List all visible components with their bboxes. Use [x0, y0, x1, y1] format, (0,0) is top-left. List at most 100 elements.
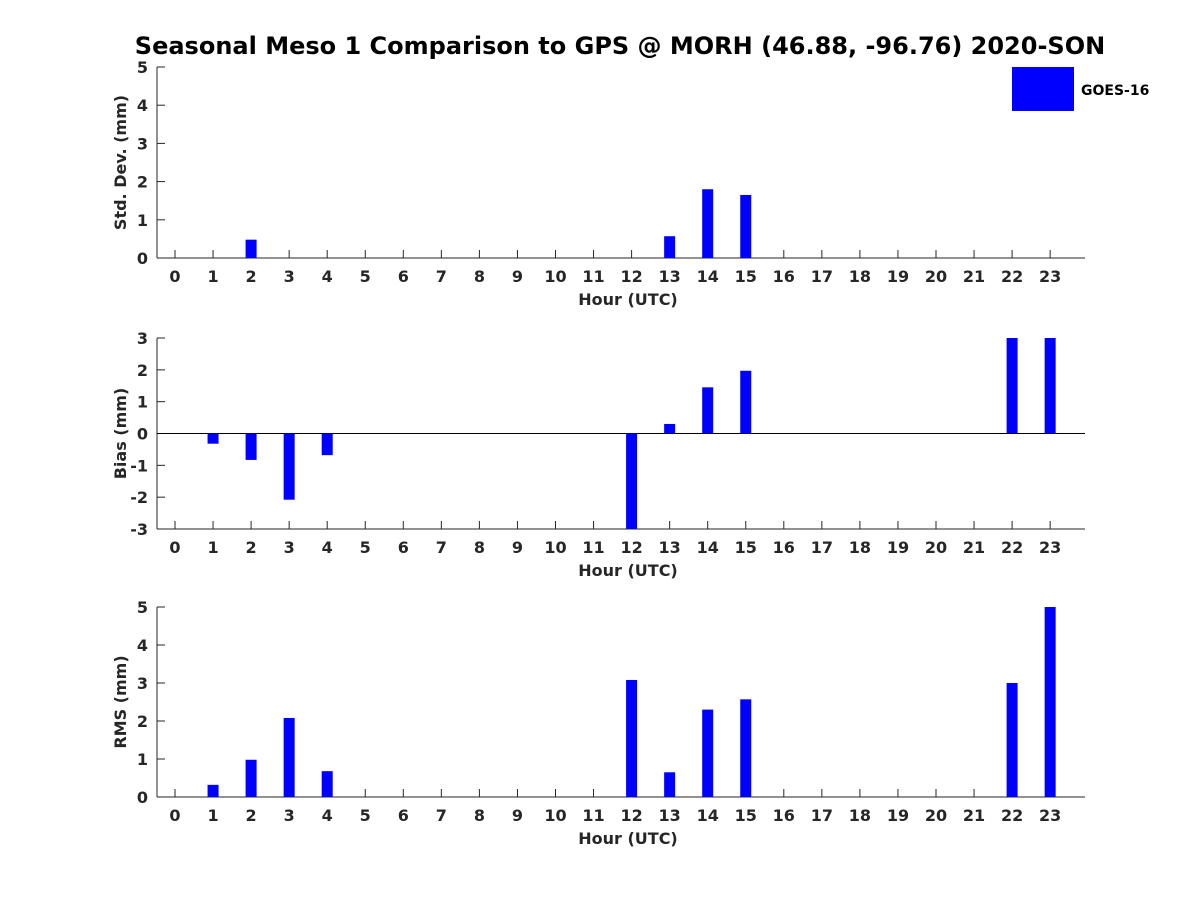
x-tick-label: 7 — [436, 538, 447, 557]
x-tick-label: 1 — [207, 538, 218, 557]
x-tick-label: 16 — [773, 538, 795, 557]
x-tick-label: 12 — [620, 267, 642, 286]
bar-hour-15 — [740, 194, 752, 258]
x-axis-label: Hour (UTC) — [578, 829, 678, 848]
y-tick-label: 1 — [137, 393, 148, 412]
y-tick-label: 0 — [137, 425, 148, 444]
x-tick-label: 22 — [1001, 267, 1023, 286]
x-tick-label: 15 — [735, 267, 757, 286]
x-tick-label: 23 — [1039, 538, 1061, 557]
legend-swatch — [1012, 67, 1074, 111]
y-tick-label: -2 — [130, 488, 148, 507]
y-tick-label: 4 — [137, 96, 148, 115]
x-tick-label: 13 — [659, 806, 681, 825]
y-axis-label: Bias (mm) — [111, 388, 130, 480]
y-tick-label: 1 — [137, 211, 148, 230]
y-axis-label: Std. Dev. (mm) — [111, 95, 130, 230]
x-tick-label: 9 — [512, 267, 523, 286]
y-tick-label: -1 — [130, 456, 148, 475]
bar-hour-14 — [702, 387, 714, 434]
x-tick-label: 12 — [620, 538, 642, 557]
bar-hour-23 — [1044, 607, 1056, 797]
x-tick-label: 6 — [398, 806, 409, 825]
x-tick-label: 0 — [169, 806, 180, 825]
x-tick-label: 4 — [322, 806, 333, 825]
x-tick-label: 6 — [398, 267, 409, 286]
x-tick-label: 18 — [849, 538, 871, 557]
y-tick-label: 2 — [137, 173, 148, 192]
bar-hour-1 — [207, 433, 219, 444]
x-tick-label: 17 — [811, 267, 833, 286]
x-tick-label: 15 — [735, 806, 757, 825]
y-tick-label: 2 — [137, 712, 148, 731]
x-tick-label: 11 — [582, 806, 604, 825]
x-tick-label: 5 — [360, 806, 371, 825]
x-tick-label: 7 — [436, 806, 447, 825]
bar-hour-2 — [245, 433, 257, 460]
bar-hour-12 — [626, 433, 638, 529]
x-tick-label: 16 — [773, 267, 795, 286]
x-tick-label: 19 — [887, 806, 909, 825]
x-tick-label: 6 — [398, 538, 409, 557]
y-tick-label: 0 — [137, 249, 148, 268]
x-tick-label: 5 — [360, 267, 371, 286]
y-tick-label: 3 — [137, 674, 148, 693]
bar-hour-15 — [740, 370, 752, 434]
bar-hour-3 — [283, 433, 295, 500]
x-tick-label: 8 — [474, 538, 485, 557]
x-axis-label: Hour (UTC) — [578, 561, 678, 580]
x-tick-label: 8 — [474, 806, 485, 825]
y-tick-label: 5 — [137, 598, 148, 617]
bar-hour-13 — [664, 772, 676, 797]
x-tick-label: 23 — [1039, 267, 1061, 286]
x-tick-label: 10 — [544, 806, 566, 825]
x-tick-label: 18 — [849, 806, 871, 825]
x-tick-label: 3 — [284, 538, 295, 557]
bar-hour-22 — [1006, 338, 1018, 434]
bar-hour-3 — [283, 717, 295, 797]
x-tick-label: 22 — [1001, 538, 1023, 557]
y-tick-label: 2 — [137, 361, 148, 380]
x-tick-label: 3 — [284, 267, 295, 286]
x-tick-label: 12 — [620, 806, 642, 825]
chart-title: Seasonal Meso 1 Comparison to GPS @ MORH… — [135, 32, 1105, 60]
x-tick-label: 3 — [284, 806, 295, 825]
x-tick-label: 18 — [849, 267, 871, 286]
x-tick-label: 11 — [582, 538, 604, 557]
x-tick-label: 10 — [544, 267, 566, 286]
x-axis-label: Hour (UTC) — [578, 290, 678, 309]
bar-hour-14 — [702, 189, 714, 258]
x-tick-label: 13 — [659, 538, 681, 557]
x-tick-label: 17 — [811, 806, 833, 825]
x-tick-label: 0 — [169, 267, 180, 286]
x-tick-label: 5 — [360, 538, 371, 557]
bar-hour-15 — [740, 699, 752, 797]
x-tick-label: 2 — [246, 806, 257, 825]
x-tick-label: 10 — [544, 538, 566, 557]
x-tick-label: 1 — [207, 267, 218, 286]
x-tick-label: 2 — [246, 538, 257, 557]
x-tick-label: 23 — [1039, 806, 1061, 825]
x-tick-label: 0 — [169, 538, 180, 557]
x-tick-label: 21 — [963, 806, 985, 825]
y-tick-label: -3 — [130, 520, 148, 539]
x-tick-label: 17 — [811, 538, 833, 557]
legend: GOES-16 — [1012, 67, 1149, 111]
x-tick-label: 8 — [474, 267, 485, 286]
y-tick-label: 0 — [137, 788, 148, 807]
x-tick-label: 7 — [436, 267, 447, 286]
bar-hour-23 — [1044, 338, 1056, 434]
x-tick-label: 2 — [246, 267, 257, 286]
y-tick-label: 3 — [137, 329, 148, 348]
x-tick-label: 20 — [925, 806, 947, 825]
bar-hour-22 — [1006, 683, 1018, 797]
legend-label: GOES-16 — [1081, 83, 1149, 99]
y-tick-label: 5 — [137, 58, 148, 77]
x-tick-label: 14 — [697, 267, 719, 286]
x-tick-label: 14 — [697, 806, 719, 825]
x-tick-label: 11 — [582, 267, 604, 286]
